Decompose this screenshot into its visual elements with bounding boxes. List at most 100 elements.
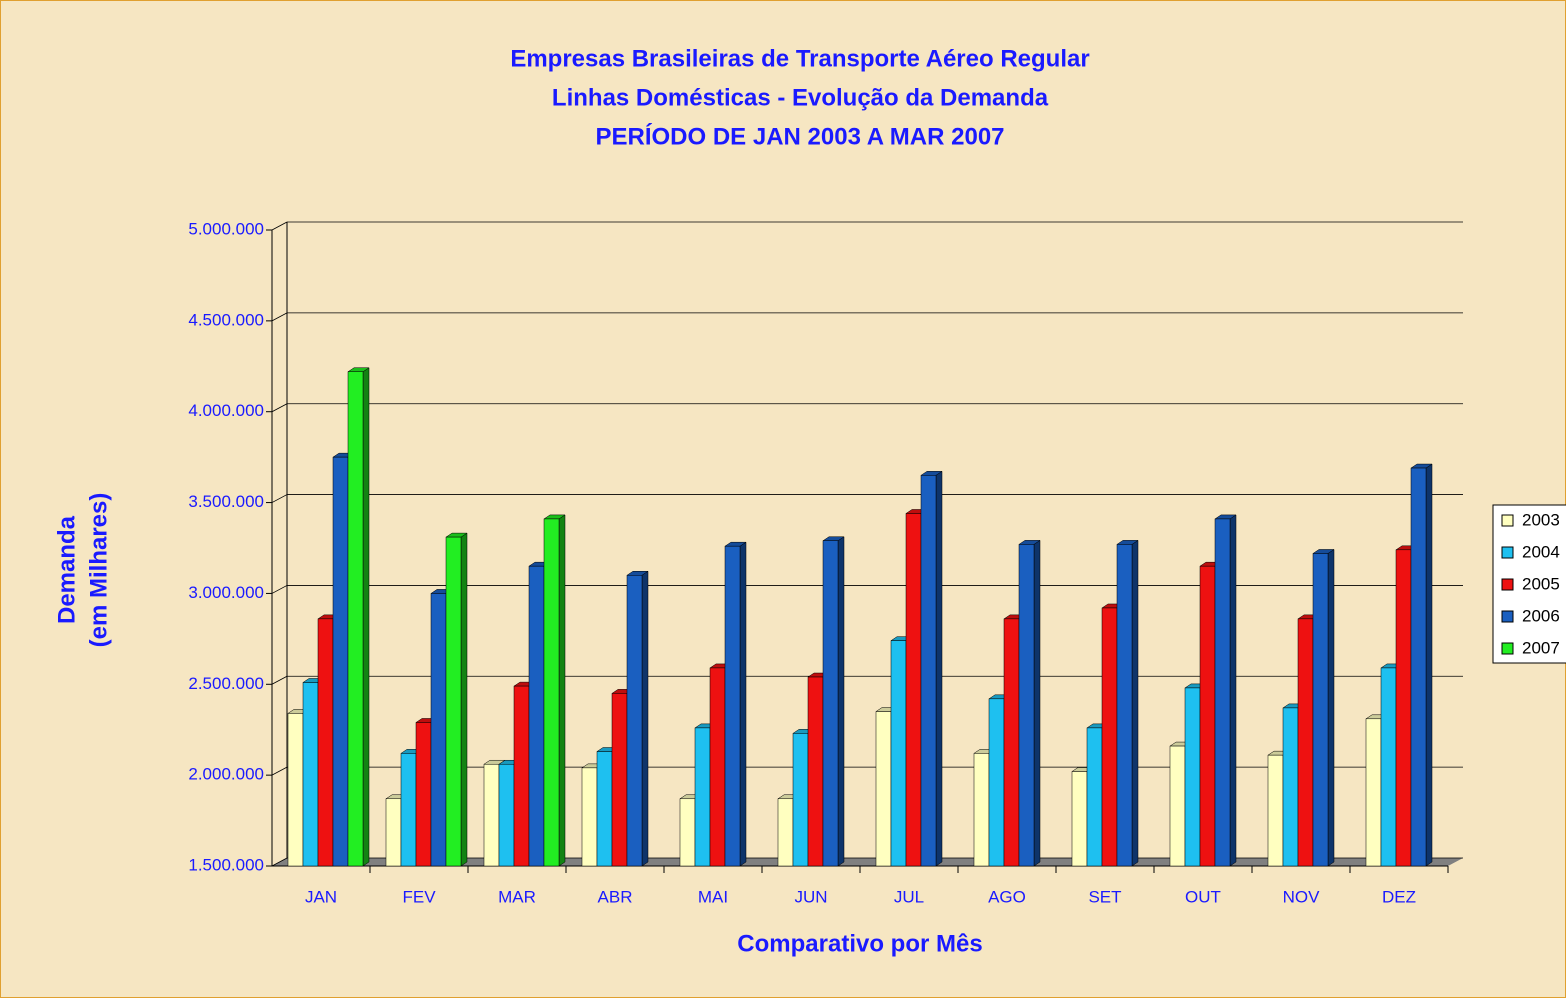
bar bbox=[430, 593, 447, 867]
grid-line bbox=[271, 675, 288, 685]
bar bbox=[679, 798, 696, 867]
bar bbox=[694, 727, 711, 867]
bar bbox=[1410, 467, 1427, 867]
bar bbox=[822, 540, 839, 867]
x-tick-label: DEZ bbox=[1382, 887, 1416, 906]
bar bbox=[988, 698, 1005, 867]
x-tick-label: JAN bbox=[305, 887, 337, 906]
bar bbox=[1380, 667, 1397, 867]
grid-line bbox=[271, 585, 288, 594]
bar bbox=[890, 640, 907, 867]
x-axis-title: Comparativo por Mês bbox=[737, 930, 982, 957]
x-tick-label: SET bbox=[1088, 887, 1121, 906]
y-tick-label: 1.500.000 bbox=[188, 855, 264, 874]
bar-side bbox=[935, 470, 943, 867]
bar bbox=[596, 751, 613, 867]
bar bbox=[302, 682, 319, 867]
y-tick-label: 4.000.000 bbox=[188, 401, 264, 420]
bar bbox=[1071, 771, 1088, 867]
x-tick-label: MAR bbox=[498, 887, 536, 906]
bar bbox=[347, 371, 364, 867]
bar bbox=[581, 767, 598, 867]
bar bbox=[1297, 618, 1314, 867]
grid-line bbox=[271, 221, 288, 231]
bar-side bbox=[460, 532, 468, 867]
bar bbox=[709, 667, 726, 867]
legend-label: 2004 bbox=[1522, 542, 1560, 561]
x-tick-label: MAI bbox=[698, 887, 728, 906]
y-tick-label: 2.000.000 bbox=[188, 765, 264, 784]
bar bbox=[920, 475, 937, 867]
bar-side bbox=[1229, 514, 1237, 867]
legend-label: 2005 bbox=[1522, 574, 1560, 593]
bar bbox=[483, 763, 500, 867]
bar bbox=[1267, 754, 1284, 867]
bar bbox=[513, 685, 530, 867]
bar bbox=[317, 618, 334, 867]
bar bbox=[792, 733, 809, 867]
bar bbox=[1003, 618, 1020, 867]
grid-line bbox=[271, 403, 288, 413]
bar-side bbox=[1131, 539, 1139, 867]
y-axis-title: (em Milhares) bbox=[85, 493, 112, 648]
legend-swatch bbox=[1501, 546, 1514, 559]
bar bbox=[445, 536, 462, 867]
y-tick-label: 3.500.000 bbox=[188, 492, 264, 511]
bar bbox=[807, 676, 824, 867]
bar-side bbox=[837, 536, 845, 867]
bar bbox=[1184, 687, 1201, 867]
legend-swatch bbox=[1501, 578, 1514, 591]
bar-side bbox=[362, 367, 370, 867]
bar bbox=[1199, 565, 1216, 867]
y-tick-label: 5.000.000 bbox=[188, 219, 264, 238]
chart-title: Linhas Domésticas - Evolução da Demanda bbox=[552, 84, 1049, 111]
floor bbox=[272, 858, 1463, 866]
bar bbox=[528, 565, 545, 867]
bar bbox=[1116, 544, 1133, 867]
bar bbox=[1312, 553, 1329, 867]
bar-side bbox=[558, 514, 566, 867]
x-tick-label: JUL bbox=[894, 887, 924, 906]
x-tick-label: AGO bbox=[988, 887, 1026, 906]
x-tick-label: JUN bbox=[794, 887, 827, 906]
bar bbox=[1365, 718, 1382, 867]
x-tick-label: FEV bbox=[402, 887, 436, 906]
y-tick-label: 3.000.000 bbox=[188, 583, 264, 602]
bar bbox=[415, 722, 432, 867]
legend-swatch bbox=[1501, 610, 1514, 623]
legend-label: 2003 bbox=[1522, 510, 1560, 529]
bar-side bbox=[641, 570, 649, 867]
bar bbox=[400, 753, 417, 867]
bar-side bbox=[1425, 463, 1433, 867]
bar bbox=[973, 753, 990, 867]
x-tick-label: ABR bbox=[598, 887, 633, 906]
grid-line bbox=[271, 766, 288, 776]
bar bbox=[332, 456, 349, 867]
bar bbox=[875, 711, 892, 867]
chart-title: PERÍODO DE JAN 2003 A MAR 2007 bbox=[595, 122, 1004, 150]
bar-side bbox=[739, 541, 747, 867]
bar bbox=[777, 798, 794, 867]
bar bbox=[611, 693, 628, 867]
bar bbox=[1214, 518, 1231, 867]
bar bbox=[626, 575, 643, 867]
bar bbox=[498, 763, 515, 867]
bar bbox=[385, 798, 402, 867]
bar bbox=[724, 545, 741, 867]
bar bbox=[543, 518, 560, 867]
y-tick-label: 4.500.000 bbox=[188, 310, 264, 329]
y-tick-label: 2.500.000 bbox=[188, 674, 264, 693]
bar bbox=[1101, 607, 1118, 867]
bar bbox=[1169, 745, 1186, 867]
chart-title: Empresas Brasileiras de Transporte Aéreo… bbox=[510, 45, 1089, 72]
bar-side bbox=[1327, 548, 1335, 867]
grid-line bbox=[271, 857, 288, 867]
x-tick-label: OUT bbox=[1185, 887, 1221, 906]
legend-swatch bbox=[1501, 514, 1514, 527]
x-tick-label: NOV bbox=[1283, 887, 1321, 906]
bar bbox=[1018, 544, 1035, 867]
legend-label: 2006 bbox=[1522, 606, 1560, 625]
bar-side bbox=[1033, 539, 1041, 867]
